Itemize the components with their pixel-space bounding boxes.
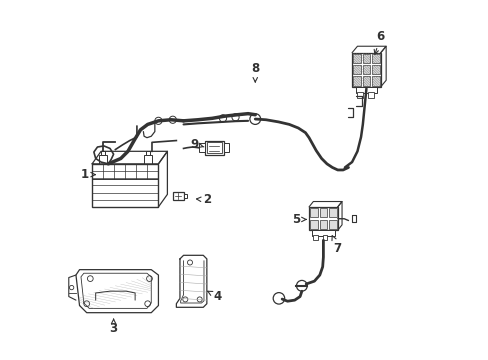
Bar bbox=[371, 65, 379, 74]
Circle shape bbox=[83, 301, 89, 307]
Text: 2: 2 bbox=[196, 193, 210, 206]
Bar bbox=[319, 220, 326, 229]
Bar bbox=[145, 151, 150, 155]
Bar bbox=[367, 92, 373, 98]
Bar bbox=[352, 65, 360, 74]
Circle shape bbox=[146, 276, 152, 282]
Bar bbox=[362, 54, 369, 63]
Bar bbox=[355, 87, 376, 93]
Bar bbox=[144, 155, 152, 164]
Circle shape bbox=[249, 114, 260, 125]
Bar bbox=[362, 65, 369, 74]
Bar bbox=[207, 142, 221, 153]
Bar bbox=[309, 220, 317, 229]
Bar bbox=[311, 230, 334, 235]
Bar bbox=[328, 208, 336, 217]
Bar bbox=[351, 53, 380, 87]
Circle shape bbox=[144, 301, 150, 307]
Bar bbox=[352, 54, 360, 63]
Text: 5: 5 bbox=[292, 213, 306, 226]
Bar bbox=[223, 143, 229, 152]
Text: 4: 4 bbox=[207, 290, 221, 303]
Text: 8: 8 bbox=[251, 62, 259, 82]
Text: 9: 9 bbox=[190, 138, 203, 150]
Bar bbox=[101, 151, 105, 155]
Bar bbox=[183, 194, 187, 198]
Bar bbox=[352, 76, 360, 86]
Circle shape bbox=[219, 115, 226, 122]
Circle shape bbox=[197, 297, 202, 302]
Circle shape bbox=[231, 114, 239, 121]
Bar bbox=[362, 76, 369, 86]
Text: 7: 7 bbox=[331, 235, 341, 255]
Circle shape bbox=[155, 117, 162, 125]
Bar bbox=[319, 208, 326, 217]
Text: 1: 1 bbox=[81, 168, 95, 181]
Circle shape bbox=[87, 276, 93, 282]
Bar bbox=[357, 92, 362, 98]
Bar bbox=[322, 235, 326, 240]
Circle shape bbox=[296, 280, 306, 291]
Circle shape bbox=[183, 297, 187, 302]
Bar bbox=[308, 207, 337, 230]
Bar bbox=[204, 140, 223, 155]
Circle shape bbox=[69, 285, 74, 290]
Bar bbox=[92, 164, 158, 207]
Bar bbox=[172, 192, 183, 200]
Text: 6: 6 bbox=[373, 30, 384, 54]
Circle shape bbox=[169, 116, 176, 123]
Bar bbox=[198, 143, 204, 152]
Circle shape bbox=[273, 293, 284, 304]
Bar bbox=[313, 235, 317, 240]
Circle shape bbox=[187, 260, 192, 265]
Bar bbox=[309, 208, 317, 217]
Text: 3: 3 bbox=[109, 319, 118, 335]
Bar bbox=[371, 76, 379, 86]
Bar bbox=[328, 220, 336, 229]
Bar bbox=[99, 155, 107, 164]
Bar bbox=[371, 54, 379, 63]
